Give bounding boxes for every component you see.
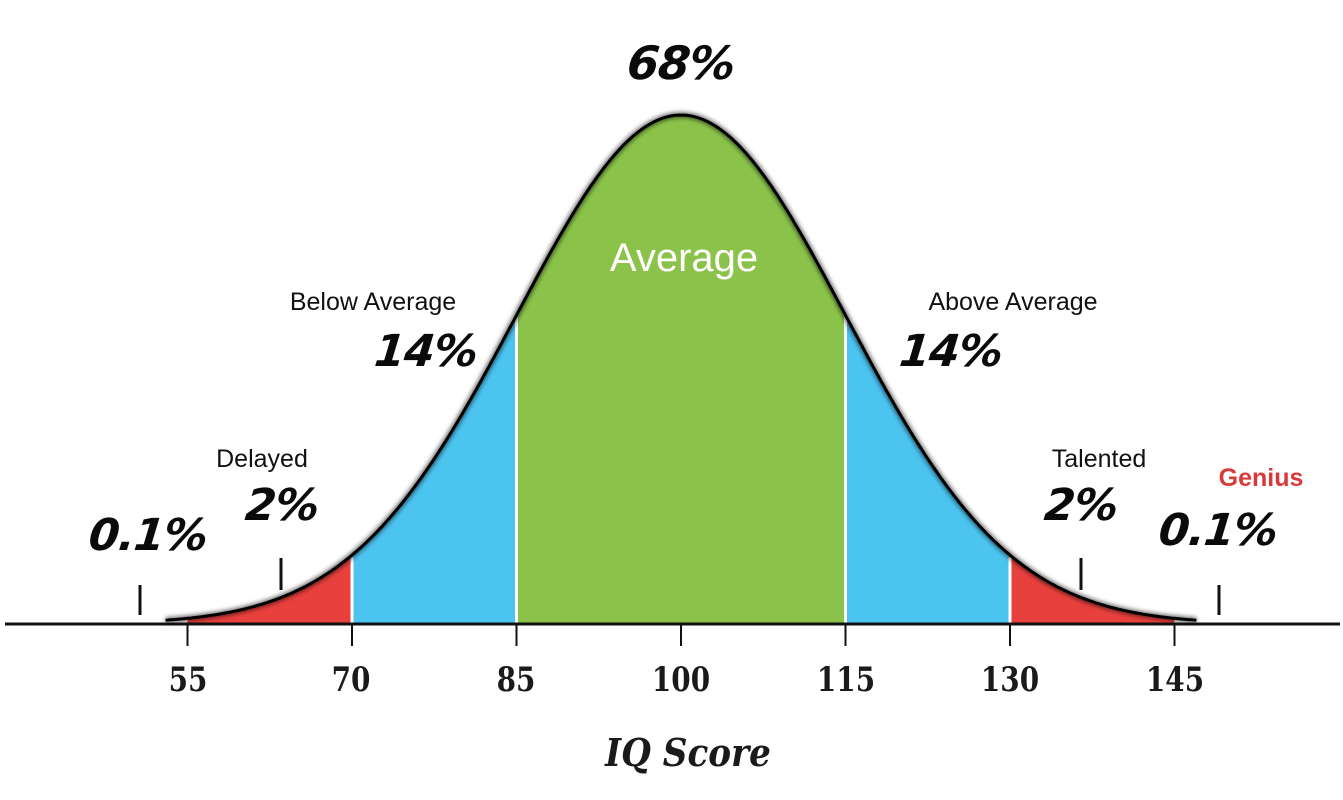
above-average-percent: 14% (897, 326, 1005, 377)
above-average-label: Above Average (928, 288, 1098, 316)
region-dividers (350, 317, 1012, 624)
x-tick-label-115: 115 (816, 660, 876, 700)
average-percent: 68% (624, 36, 738, 90)
x-tick-label-70: 70 (331, 660, 371, 700)
genius-percent: 0.1% (1156, 505, 1280, 556)
x-tick-label-55: 55 (168, 660, 208, 700)
below-average-percent: 14% (372, 326, 480, 377)
genius-label: Genius (1218, 464, 1304, 492)
talented-percent: 2% (1041, 480, 1121, 531)
region-delayed (187, 555, 352, 624)
label-pointer-ticks (138, 558, 1221, 615)
curve-regions (187, 115, 1175, 624)
delayed-label: Delayed (216, 445, 308, 473)
region-talented (1010, 555, 1175, 624)
below-average-label: Below Average (289, 288, 457, 316)
bell-curve-line (165, 113, 1197, 622)
region-average (516, 115, 846, 624)
delayed-percent: 2% (242, 480, 322, 531)
x-tick-label-145: 145 (1145, 660, 1205, 700)
x-axis-title: IQ Score (605, 730, 771, 775)
average-label: Average (609, 236, 759, 280)
talented-label: Talented (1051, 445, 1147, 473)
x-tick-label-130: 130 (980, 660, 1040, 700)
low-tail-percent: 0.1% (86, 510, 210, 561)
x-tick-label-100: 100 (651, 660, 711, 700)
x-tick-label-85: 85 (496, 660, 536, 700)
x-axis-ticks (186, 624, 1176, 646)
